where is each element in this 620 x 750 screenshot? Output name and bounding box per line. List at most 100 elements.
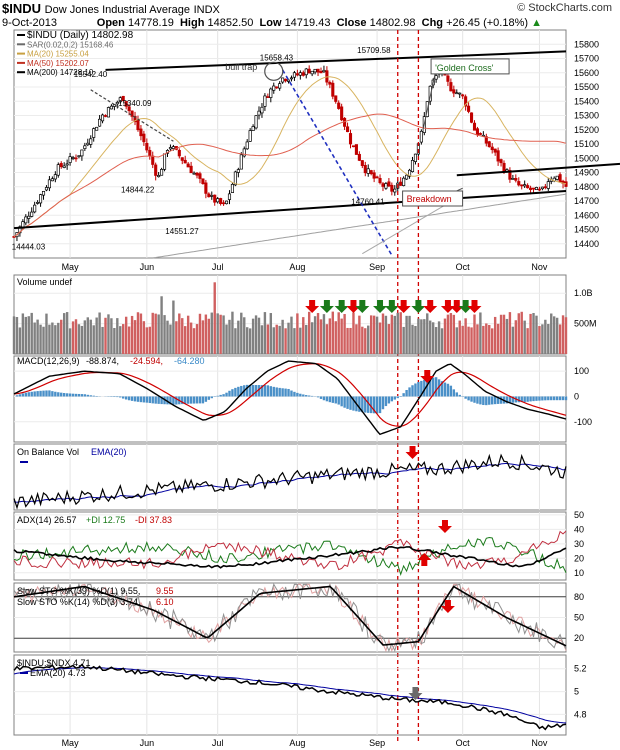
volume-bar [358, 315, 361, 354]
price-candle-body [558, 174, 562, 183]
volume-bar [201, 320, 205, 354]
macd-histogram-bar [307, 395, 311, 397]
macd-histogram-bar [437, 379, 441, 397]
volume-bar [420, 319, 423, 354]
price-candle-body [118, 97, 122, 103]
macd-histogram-bar [375, 396, 379, 414]
volume-bar [555, 317, 559, 354]
price-candle-body [162, 153, 167, 170]
volume-bar [434, 327, 438, 354]
macd-histogram-bar [234, 387, 237, 397]
macd-signal-line [13, 363, 567, 427]
volume-signal-arrow [411, 300, 426, 313]
price-candle-body [546, 181, 550, 189]
macd-histogram-bar [305, 395, 308, 397]
ratio-tick-label: 4.8 [574, 709, 587, 719]
volume-bar [27, 316, 30, 354]
price-candle-body [467, 105, 471, 112]
price-tick-label: 15500 [574, 82, 599, 92]
ratio-ema-line [13, 667, 567, 724]
volume-bar [240, 312, 243, 354]
volume-bar [417, 318, 420, 354]
price-candle-body [236, 169, 240, 173]
price-candle-body [210, 195, 214, 197]
volume-bar [564, 317, 568, 354]
x-tick-label: Jun [140, 738, 155, 748]
price-candle-body [284, 78, 288, 82]
volume-bar [550, 313, 553, 354]
volume-bar [213, 282, 216, 354]
price-candle-body [523, 184, 527, 187]
volume-bar [83, 320, 87, 354]
price-candle-body [27, 215, 31, 219]
exchange: INDX [193, 4, 220, 16]
x-tick-label: Aug [289, 262, 305, 272]
volume-bar [245, 327, 249, 354]
macd-histogram-bar [523, 396, 526, 402]
adx-tick-label: 20 [574, 553, 584, 563]
price-candle-body [405, 174, 409, 180]
golden-cross-box [430, 58, 510, 75]
volume-bar [488, 324, 491, 354]
macd-signal-arrow [420, 370, 435, 383]
volume-bar [42, 326, 45, 354]
price-candle-body [408, 169, 412, 177]
macd-histogram-bar [505, 396, 509, 404]
volume-bar [219, 314, 222, 354]
volume-bar [234, 328, 237, 354]
volume-bar [116, 318, 119, 354]
macd-histogram-bar [189, 396, 193, 404]
ma50-line [13, 113, 567, 238]
macd-histogram-bar [133, 396, 137, 402]
price-tick-label: 15000 [574, 153, 599, 163]
volume-bar [195, 324, 199, 354]
legend-entry: -64.280 [174, 356, 205, 366]
volume-bar [402, 326, 405, 354]
volume-bar [243, 317, 246, 354]
volume-tick-label: 1.0B [574, 288, 593, 298]
quote-line: 9-Oct-2013 Open 14778.19 High 14852.50 L… [2, 17, 542, 29]
price-candle-body [130, 110, 134, 117]
macd-histogram-bar [488, 396, 491, 405]
x-tick-label: Jun [140, 262, 155, 272]
macd-histogram-bar [334, 396, 337, 404]
x-tick-label: Aug [289, 738, 305, 748]
macd-histogram-bar [361, 396, 364, 413]
macd-histogram-bar [281, 388, 284, 397]
volume-bar [266, 324, 270, 354]
volume-bar [411, 324, 414, 354]
price-candle-body [511, 178, 515, 180]
price-candle-body [354, 144, 358, 155]
macd-histogram-bar [157, 396, 160, 404]
macd-histogram-bar [296, 392, 299, 397]
volume-bar [269, 313, 273, 354]
volume-bar [544, 319, 547, 354]
volume-bar [263, 312, 267, 354]
price-candle-body [157, 175, 161, 178]
price-candle-body [233, 171, 237, 186]
adx-tick-label: 40 [574, 524, 584, 534]
legend-entry: Volume undef [17, 277, 73, 287]
macd-histogram-bar [378, 396, 382, 414]
volume-bar [316, 313, 320, 354]
macd-histogram-bar [399, 396, 402, 397]
macd-histogram-bar [139, 396, 143, 403]
price-candle-body [458, 92, 462, 95]
macd-histogram-bar [184, 396, 187, 404]
price-candle-body [62, 165, 66, 168]
price-candle-body [260, 106, 264, 114]
macd-histogram-bar [278, 387, 281, 397]
price-candle-body [168, 147, 172, 150]
volume-bar [216, 313, 219, 354]
volume-signal-arrow [458, 300, 473, 313]
volume-bar [192, 328, 196, 354]
legend-swatch [17, 71, 25, 74]
volume-bar [520, 311, 523, 354]
legend-entry: -24.594, [130, 356, 163, 366]
volume-bar [86, 317, 89, 354]
macd-histogram-bar [544, 396, 547, 401]
x-tick-label: Oct [456, 738, 471, 748]
volume-bar [107, 314, 110, 354]
volume-bar [452, 314, 456, 354]
